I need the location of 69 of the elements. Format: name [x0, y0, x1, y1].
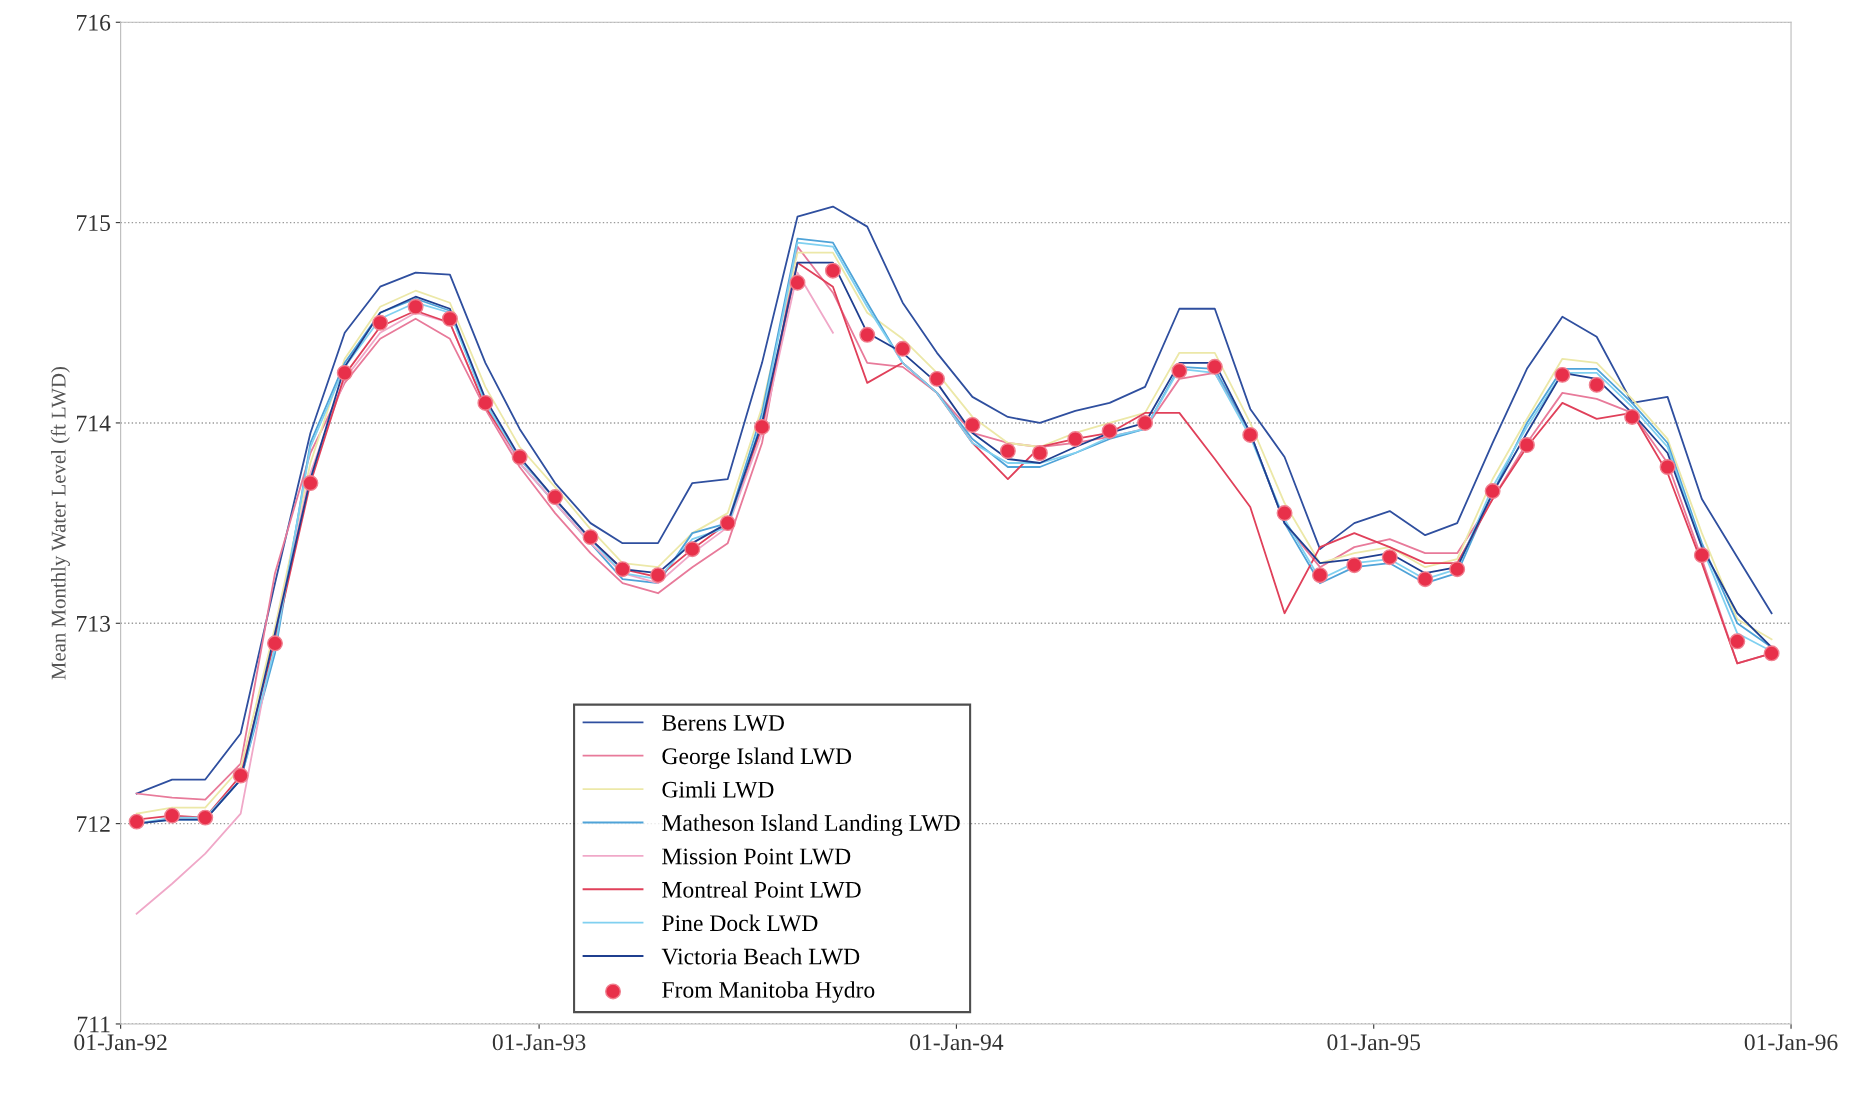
point [164, 807, 181, 824]
point [1137, 414, 1154, 431]
point [547, 489, 564, 506]
point [1346, 557, 1363, 574]
point [824, 262, 841, 279]
point [1101, 422, 1118, 439]
point [407, 298, 424, 315]
point [1067, 430, 1084, 447]
point [1763, 645, 1780, 662]
point [789, 274, 806, 291]
point [859, 326, 876, 343]
y-axis-title: Mean Monthly Water Level (ft LWD) [50, 367, 70, 680]
y-tick-label: 713 [77, 615, 110, 632]
legend-label: From Manitoba Hydro [662, 981, 875, 1003]
point [128, 813, 145, 830]
y-tick-label: 711 [77, 1016, 110, 1033]
x-tick-label: 01-Jan-93 [492, 1034, 586, 1051]
point [1031, 445, 1048, 461]
point [1693, 547, 1710, 564]
point [1171, 362, 1188, 379]
y-tick-label: 714 [77, 415, 111, 432]
x-tick-label: 01-Jan-94 [910, 1034, 1004, 1051]
point [894, 340, 911, 357]
x-tick-label: 01-Jan-92 [74, 1034, 167, 1051]
legend-label: Victoria Beach LWD [661, 947, 860, 965]
point [684, 541, 701, 558]
point [1729, 633, 1746, 650]
y-tick-label: 716 [77, 14, 111, 31]
point [1417, 571, 1434, 588]
point [1449, 561, 1466, 578]
legend-label: Pine Dock LWD [662, 914, 818, 932]
point [614, 561, 631, 578]
point [582, 529, 599, 546]
point [1624, 408, 1641, 425]
point [1659, 459, 1676, 475]
point [928, 370, 945, 387]
point [650, 567, 666, 584]
legend-label: Mission Point LWD [662, 848, 851, 865]
point [1242, 426, 1259, 443]
legend-label: George Island LWD [662, 747, 852, 770]
point [336, 364, 353, 381]
point [477, 394, 494, 411]
point [441, 310, 458, 327]
point [1484, 483, 1501, 500]
legend-label: Berens LWD [662, 715, 784, 731]
point [1276, 505, 1293, 522]
point [197, 809, 214, 826]
point [267, 635, 283, 652]
point [511, 449, 528, 465]
point [754, 418, 771, 435]
legend-label: Matheson Island Landing LWD [662, 814, 960, 836]
y-tick-label: 712 [77, 816, 110, 832]
point [1206, 358, 1223, 375]
point [1312, 567, 1328, 584]
x-tick-label: 01-Jan-96 [1744, 1034, 1838, 1051]
x-tick-label: 01-Jan-95 [1327, 1034, 1421, 1051]
y-tick-label: 715 [77, 215, 110, 232]
point [1518, 436, 1535, 453]
point [302, 475, 319, 492]
point [1554, 366, 1571, 383]
point [1381, 549, 1398, 566]
point [964, 416, 981, 433]
legend-label: Gimli LWD [662, 780, 774, 798]
legend-label: Montreal Point LWD [662, 881, 861, 898]
point [719, 515, 736, 532]
point [232, 767, 249, 784]
point [999, 443, 1016, 459]
point [1588, 376, 1605, 393]
point [372, 314, 389, 331]
